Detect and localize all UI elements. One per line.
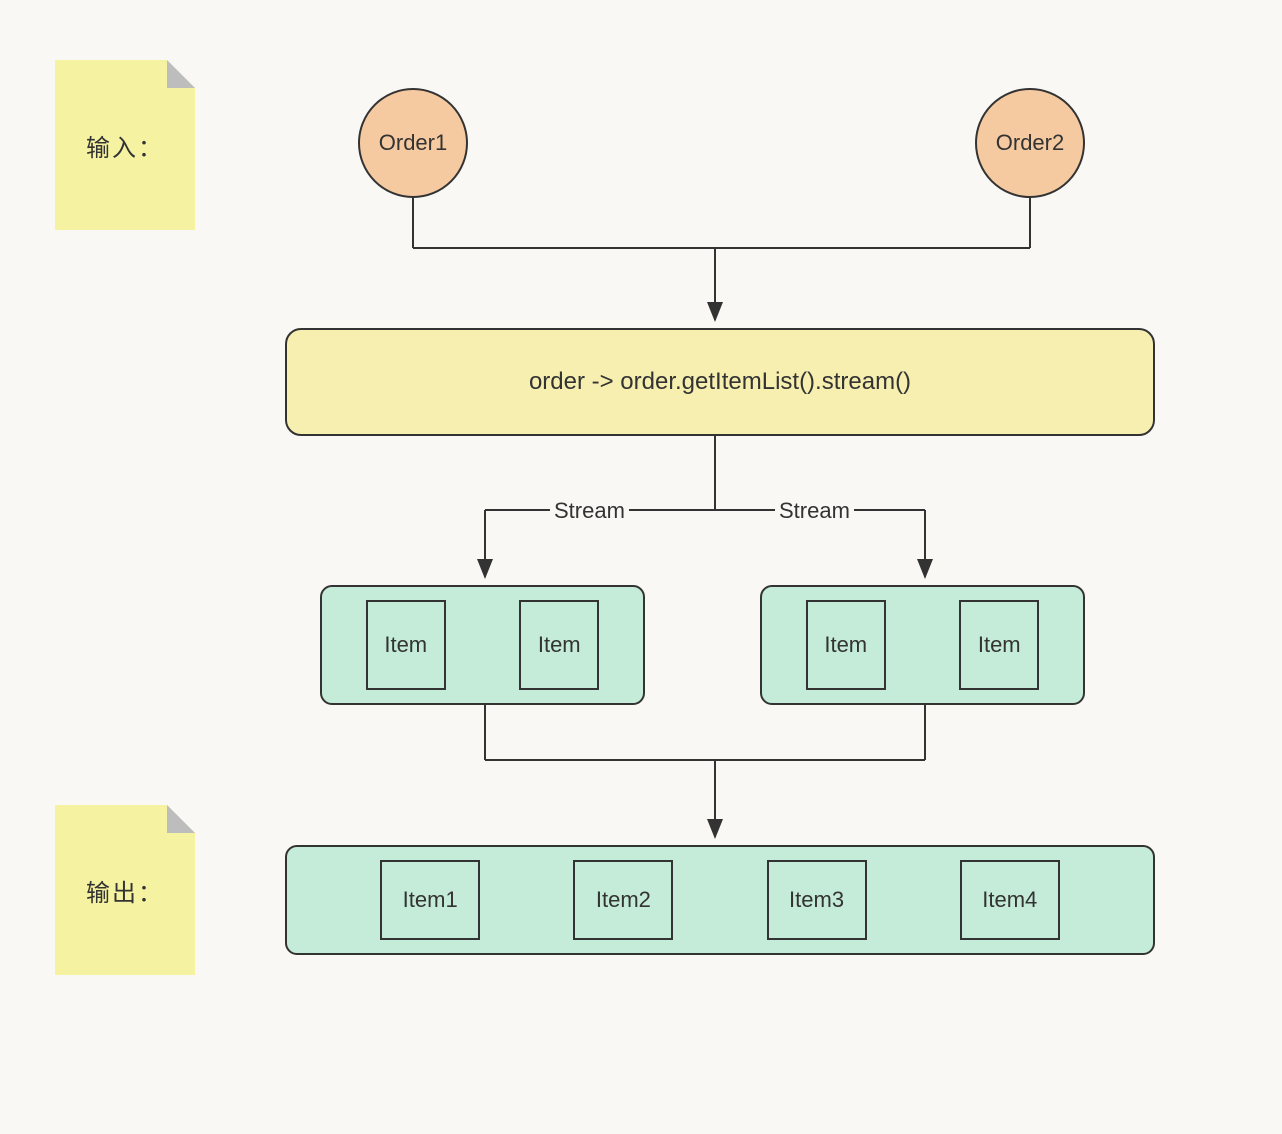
item-label: Item <box>824 632 867 658</box>
stream-group-right: Item Item <box>760 585 1085 705</box>
stream-label-right: Stream <box>775 498 854 524</box>
item-label: Item <box>978 632 1021 658</box>
process-label: order -> order.getItemList().stream() <box>529 368 911 396</box>
input-note-label: 输入： <box>86 128 164 163</box>
item-label: Item <box>384 632 427 658</box>
order1-label: Order1 <box>379 130 447 156</box>
process-box: order -> order.getItemList().stream() <box>285 328 1155 436</box>
item-box: Item <box>366 600 446 690</box>
item-box: Item4 <box>960 860 1060 940</box>
output-group: Item1 Item2 Item3 Item4 <box>285 845 1155 955</box>
item-box: Item3 <box>767 860 867 940</box>
order2-label: Order2 <box>996 130 1064 156</box>
item-label: Item <box>538 632 581 658</box>
item-label: Item4 <box>982 887 1037 913</box>
order1-node: Order1 <box>358 88 468 198</box>
item-box: Item1 <box>380 860 480 940</box>
input-note: 输入： <box>55 60 195 230</box>
item-box: Item <box>806 600 886 690</box>
stream-group-left: Item Item <box>320 585 645 705</box>
output-note-label: 输出： <box>86 873 164 908</box>
item-label: Item3 <box>789 887 844 913</box>
item-box: Item <box>519 600 599 690</box>
item-box: Item <box>959 600 1039 690</box>
item-box: Item2 <box>573 860 673 940</box>
output-note: 输出： <box>55 805 195 975</box>
item-label: Item1 <box>403 887 458 913</box>
item-label: Item2 <box>596 887 651 913</box>
stream-label-left: Stream <box>550 498 629 524</box>
order2-node: Order2 <box>975 88 1085 198</box>
